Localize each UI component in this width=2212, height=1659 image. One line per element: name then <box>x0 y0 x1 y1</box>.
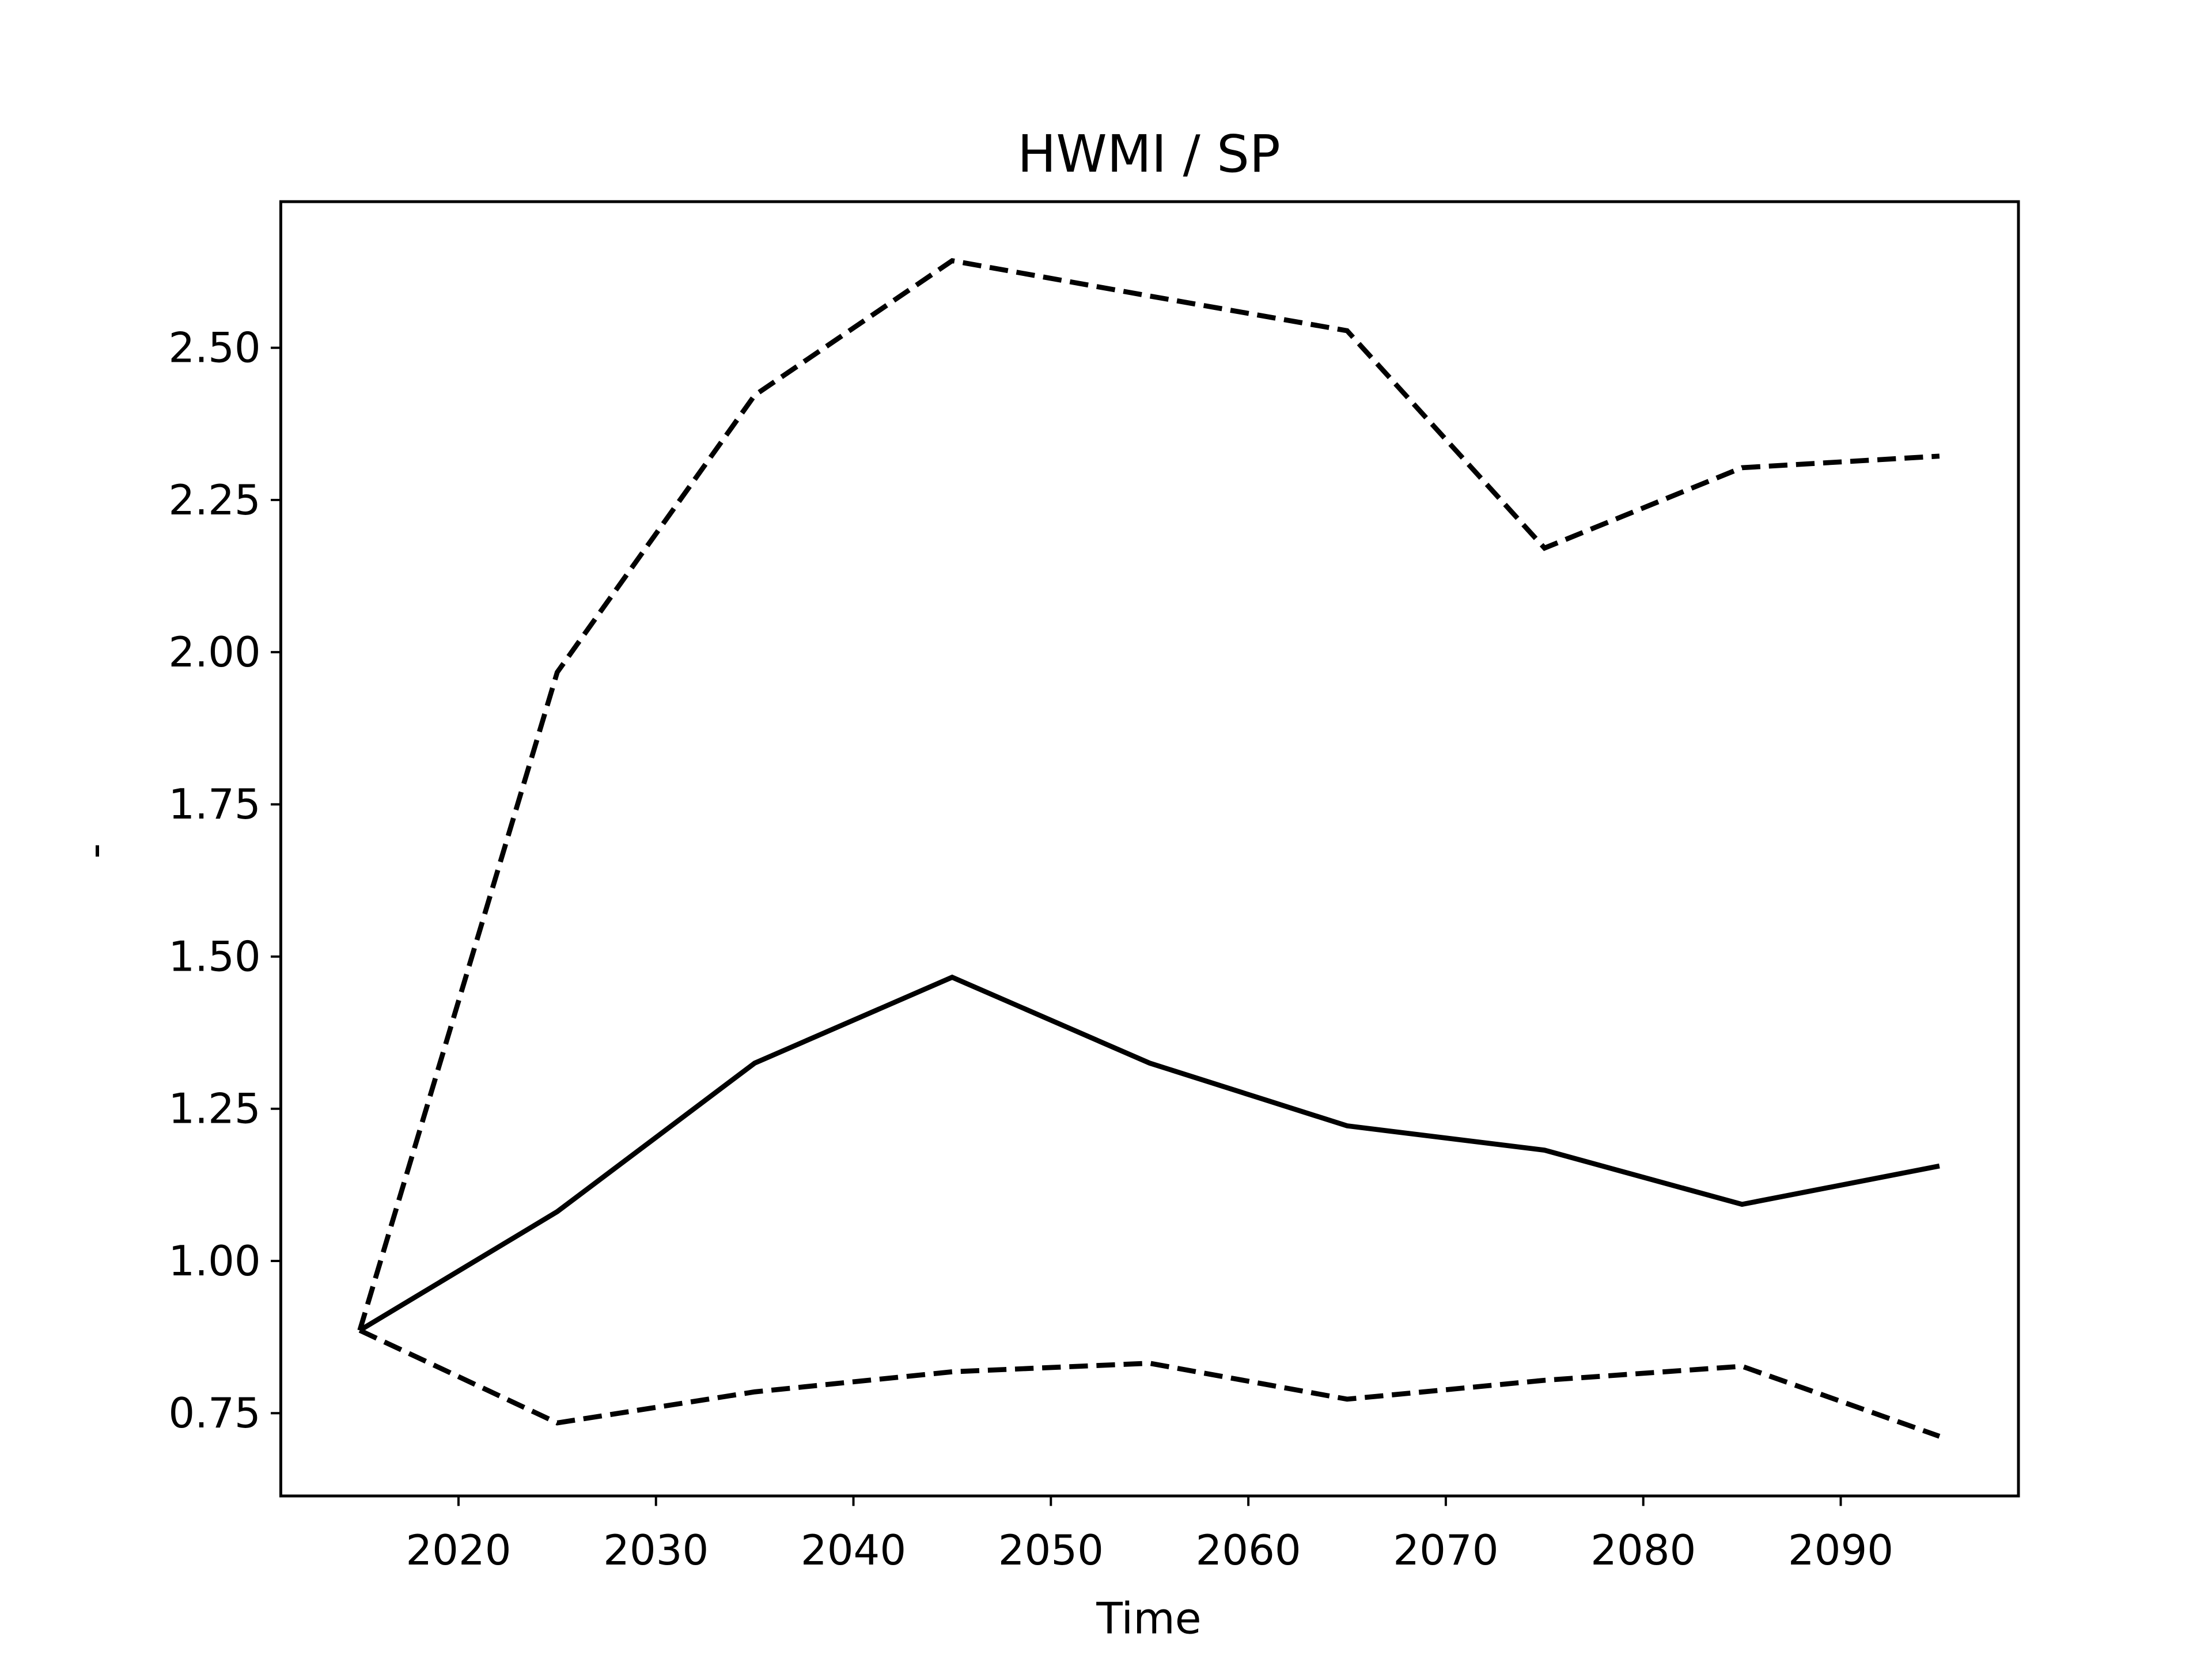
x-axis-label: Time <box>1096 1593 1201 1643</box>
line-series <box>358 1328 1941 1439</box>
plot-frame <box>279 200 2020 1498</box>
chart-title: HWMI / SP <box>1017 124 1281 184</box>
y-tick-label: 2.25 <box>168 476 260 524</box>
y-tick-label: 2.50 <box>168 324 260 372</box>
line-series <box>357 257 1940 1331</box>
x-tick-label: 2090 <box>1788 1526 1893 1574</box>
x-tick-label: 2030 <box>603 1526 709 1574</box>
x-tick-label: 2080 <box>1590 1526 1696 1574</box>
x-tick-label: 2060 <box>1196 1526 1301 1574</box>
y-axis-label: - <box>70 843 120 859</box>
line-series <box>358 974 1940 1333</box>
x-tick-label: 2070 <box>1393 1526 1498 1574</box>
y-tick-label: 1.50 <box>168 932 260 980</box>
y-tick-label: 1.25 <box>168 1085 260 1133</box>
y-tick-label: 1.75 <box>168 780 260 828</box>
y-tick-label: 1.00 <box>168 1237 260 1285</box>
x-tick-label: 2040 <box>801 1526 906 1574</box>
y-tick-label: 2.00 <box>168 628 260 676</box>
x-tick-label: 2020 <box>406 1526 511 1574</box>
y-tick-label: 0.75 <box>168 1389 260 1437</box>
x-tick-label: 2050 <box>998 1526 1104 1574</box>
